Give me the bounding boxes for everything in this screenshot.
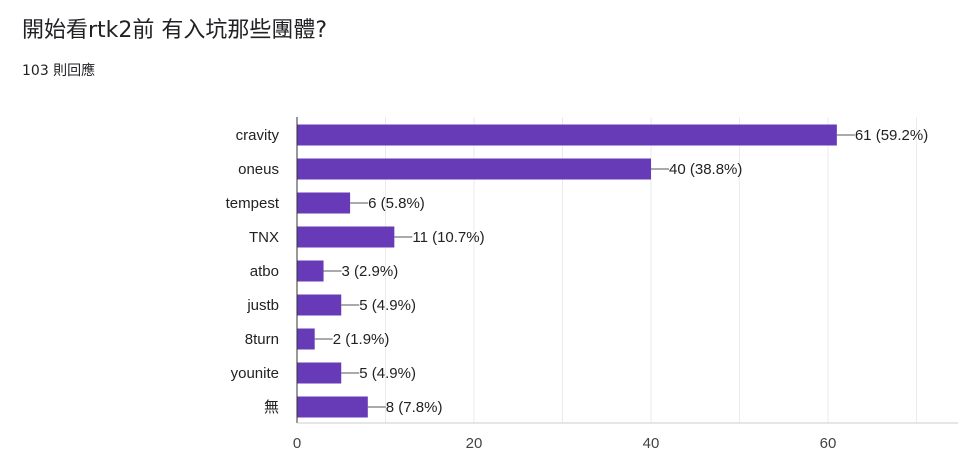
category-label: cravity	[236, 127, 280, 144]
bar	[297, 396, 368, 418]
x-tick-label: 20	[466, 435, 483, 452]
value-label: 3 (2.9%)	[342, 263, 399, 280]
category-label: atbo	[250, 263, 279, 280]
value-label: 40 (38.8%)	[669, 161, 742, 178]
value-label: 2 (1.9%)	[333, 331, 390, 348]
bar	[297, 294, 342, 316]
value-label: 8 (7.8%)	[386, 399, 443, 416]
value-label: 5 (4.9%)	[359, 297, 416, 314]
category-label: younite	[231, 365, 279, 382]
bar	[297, 192, 351, 214]
category-label: TNX	[249, 229, 279, 246]
value-label: 5 (4.9%)	[359, 365, 416, 382]
category-label: justb	[246, 297, 279, 314]
bar	[297, 124, 837, 146]
category-label: tempest	[226, 195, 280, 212]
response-count: 103 則回應	[22, 63, 96, 79]
category-label: 無	[264, 399, 279, 416]
bar	[297, 158, 651, 180]
bar	[297, 226, 395, 248]
x-tick-label: 60	[820, 435, 837, 452]
value-label: 6 (5.8%)	[368, 195, 425, 212]
x-tick-label: 40	[643, 435, 660, 452]
bar	[297, 328, 315, 350]
bar	[297, 362, 342, 384]
bar	[297, 260, 324, 282]
value-label: 11 (10.7%)	[412, 229, 484, 246]
category-label: oneus	[238, 161, 279, 178]
question-title: 開始看rtk2前 有入坑那些團體?	[22, 18, 328, 43]
category-label: 8turn	[245, 331, 279, 348]
value-label: 61 (59.2%)	[855, 127, 928, 144]
x-tick-label: 0	[293, 435, 301, 452]
